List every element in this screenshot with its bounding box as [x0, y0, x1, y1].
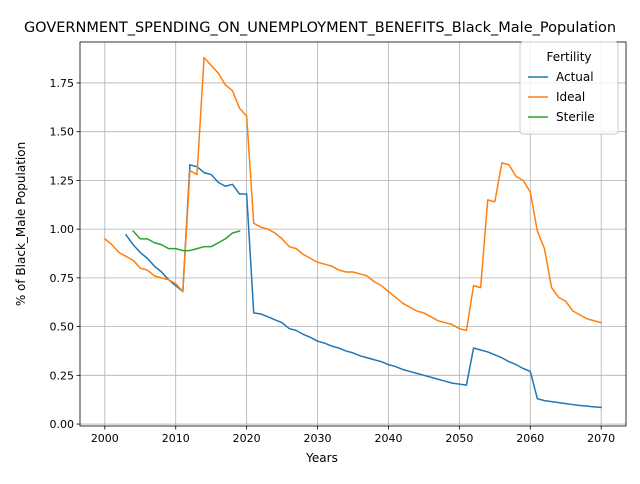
- series-line-actual: [125, 164, 602, 409]
- x-tick-label: 2010: [162, 432, 190, 445]
- y-tick-label: 0.75: [50, 272, 75, 285]
- chart-title: GOVERNMENT_SPENDING_ON_UNEMPLOYMENT_BENE…: [24, 20, 616, 36]
- x-tick-label: 2050: [445, 432, 473, 445]
- x-tick-label: 2020: [233, 432, 261, 445]
- x-axis-ticks: 2000 2010 2020 2030 2040 2050 2060 2070: [91, 426, 615, 445]
- y-tick-label: 1.75: [50, 77, 75, 90]
- legend: Fertility Actual Ideal Sterile: [519, 41, 619, 135]
- y-tick-label: 0.50: [50, 321, 75, 334]
- legend-title: Fertility: [546, 50, 591, 64]
- y-tick-label: 0.25: [50, 369, 75, 382]
- legend-label-ideal: Ideal: [556, 90, 585, 104]
- y-tick-label: 1.25: [50, 174, 75, 187]
- series-line-ideal: [103, 56, 603, 332]
- y-tick-label: 0.00: [50, 418, 75, 431]
- x-tick-label: 2040: [374, 432, 402, 445]
- x-tick-label: 2060: [516, 432, 544, 445]
- legend-box: [519, 41, 619, 135]
- x-tick-label: 2000: [91, 432, 119, 445]
- y-tick-label: 1.50: [50, 126, 75, 139]
- plot-frame: [79, 41, 627, 427]
- legend-entries: Actual Ideal Sterile: [528, 70, 595, 124]
- series-lines: [103, 56, 603, 409]
- series-line-sterile: [132, 230, 241, 252]
- y-tick-label: 1.00: [50, 223, 75, 236]
- legend-label-sterile: Sterile: [556, 110, 595, 124]
- x-tick-label: 2070: [587, 432, 615, 445]
- y-axis-ticks: 0.00 0.25 0.50 0.75 1.00 1.25 1.50 1.75: [50, 77, 80, 431]
- y-axis-label: % of Black_Male Population: [14, 142, 28, 306]
- x-tick-label: 2030: [304, 432, 332, 445]
- x-axis-label: Years: [305, 451, 338, 465]
- legend-label-actual: Actual: [556, 70, 594, 84]
